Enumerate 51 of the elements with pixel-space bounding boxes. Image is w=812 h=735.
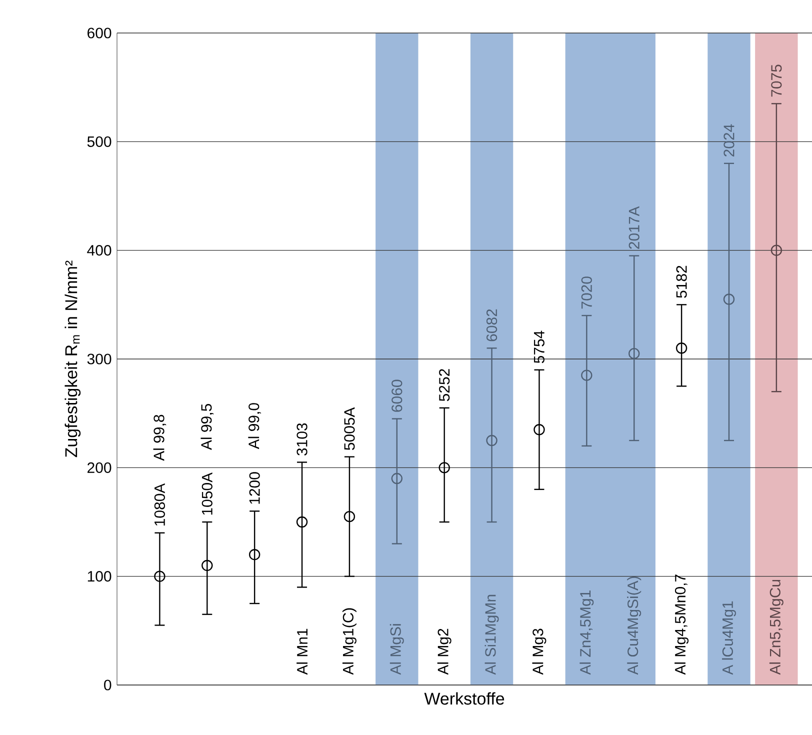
x-tick-label: 7075	[771, 64, 782, 97]
point	[534, 424, 545, 436]
y-tick-label: 400	[87, 245, 112, 256]
y-tick-label: 100	[88, 571, 112, 582]
annotation: Al Si1MgMn	[484, 594, 499, 675]
y-tick-label: 200	[88, 462, 112, 473]
y-tick-label: 500	[87, 136, 112, 147]
annotation: Al MgSi	[390, 624, 404, 675]
x-tick-label: 6082	[486, 309, 498, 342]
point	[154, 570, 166, 582]
x-tick-label: 5252	[439, 369, 450, 402]
annotation: Al Zn4,5Mg1	[580, 590, 594, 675]
point	[438, 462, 450, 474]
point	[344, 510, 356, 522]
annotation: Al Mg2	[437, 628, 452, 675]
x-tick-label: 7020	[581, 276, 592, 309]
x-tick-label: 5182	[676, 266, 687, 298]
x-axis-title: Werkstoffe	[424, 692, 504, 705]
x-tick-label: 3103	[296, 423, 308, 456]
annotation: Al 99,8	[153, 414, 166, 461]
annotation: Al Zn5,5MgCu	[769, 580, 784, 675]
point	[581, 370, 592, 381]
point	[248, 549, 260, 560]
annotation: Al Mg3	[532, 628, 546, 675]
annotation: Al Cu4MgSi(A)	[627, 576, 642, 675]
y-tick-label: 300	[87, 354, 112, 364]
point	[296, 516, 308, 528]
annotation: Al Mg4,5Mn0,7	[674, 574, 689, 675]
x-tick-label: 2024	[724, 124, 734, 156]
x-tick-label: 5754	[534, 330, 544, 364]
annotation: Al Mn1	[296, 628, 308, 675]
x-tick-label: 2017A	[628, 206, 640, 249]
x-tick-label: 6060	[392, 380, 402, 412]
point	[391, 472, 402, 484]
point	[676, 342, 688, 354]
x-tick-label: 1080A	[154, 483, 165, 526]
point	[628, 348, 640, 360]
annotation: Al Mg1(C)	[342, 608, 356, 675]
x-tick-label: 1200	[249, 472, 260, 504]
point	[723, 294, 735, 305]
y-axis-title: Zugfestigkeit R$_{m}$ in N/mm²	[64, 260, 81, 458]
point	[202, 560, 213, 572]
annotation: Al 99,0	[248, 403, 261, 450]
annotation: A lCu4Mg1	[722, 601, 736, 675]
y-tick-label: 600	[88, 28, 112, 38]
annotation: Al 99,5	[200, 404, 214, 450]
y-tick-label: 0	[104, 680, 112, 690]
point	[770, 244, 782, 256]
point	[486, 434, 498, 446]
x-tick-label: 5005A	[344, 407, 355, 450]
x-tick-label: 1050A	[202, 472, 212, 515]
